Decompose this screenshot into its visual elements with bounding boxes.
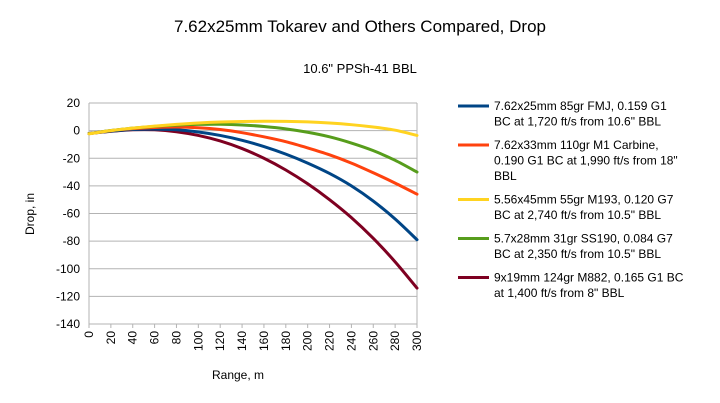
x-tick-label: 260 <box>366 331 380 351</box>
legend-label: 5.7x28mm 31gr SS190, 0.084 G7 <box>494 232 673 246</box>
legend-label: at 1,400 ft/s from 8" BBL <box>494 286 625 300</box>
legend-label: BC at 2,740 ft/s from 10.5" BBL <box>494 208 661 222</box>
legend-label: BC at 2,350 ft/s from 10.5" BBL <box>494 247 661 261</box>
x-tick-label: 240 <box>344 331 358 351</box>
x-tick-label: 180 <box>279 331 293 351</box>
x-tick-label: 120 <box>213 331 227 351</box>
y-tick-label: -20 <box>63 151 81 165</box>
x-tick-label: 20 <box>104 331 118 345</box>
series-line-3 <box>87 119 419 137</box>
chart-subtitle: 10.6" PPSh-41 BBL <box>303 61 417 76</box>
x-tick-label: 220 <box>323 331 337 351</box>
y-tick-label: -100 <box>56 262 80 276</box>
y-tick-label: -120 <box>56 289 80 303</box>
y-tick-label: -80 <box>63 234 81 248</box>
legend: 7.62x25mm 85gr FMJ, 0.159 G1 BC at 1,720 … <box>458 99 684 300</box>
y-tick-label: 0 <box>73 124 80 138</box>
series-line-2 <box>87 125 419 196</box>
legend-label: 7.62x33mm 110gr M1 Carbine, <box>494 138 659 152</box>
series-lines <box>87 119 419 290</box>
x-tick-label: 300 <box>410 331 424 351</box>
series-line-1 <box>87 127 419 242</box>
x-tick-label: 0 <box>82 331 96 338</box>
series-line-5 <box>87 128 419 290</box>
x-tick-label: 140 <box>235 331 249 351</box>
y-tick-label: 20 <box>67 96 81 110</box>
y-tick-label: -140 <box>56 317 80 331</box>
axes <box>88 103 418 328</box>
legend-entry-1: 7.62x25mm 85gr FMJ, 0.159 G1 BC at 1,720 … <box>458 99 667 129</box>
x-tick-label: 60 <box>148 331 162 345</box>
y-tick-labels: 20 0 -20 -40 -60 -80 -100 -120 -140 <box>56 96 80 331</box>
x-tick-label: 100 <box>191 331 205 351</box>
legend-label: 0.190 G1 BC at 1,990 ft/s from 18" <box>494 154 678 168</box>
legend-label: 7.62x25mm 85gr FMJ, 0.159 G1 <box>494 99 667 113</box>
legend-entry-2: 7.62x33mm 110gr M1 Carbine, 0.190 G1 BC a… <box>458 138 678 183</box>
y-axis-label: Drop, in <box>23 193 37 235</box>
legend-label: 9x19mm 124gr M882, 0.165 G1 BC <box>494 271 684 285</box>
x-tick-label: 40 <box>126 331 140 345</box>
y-tick-label: -60 <box>63 207 81 221</box>
x-tick-label: 280 <box>388 331 402 351</box>
y-tick-label: -40 <box>63 179 81 193</box>
x-tick-label: 200 <box>301 331 315 351</box>
legend-label: BBL <box>494 169 517 183</box>
chart-title: 7.62x25mm Tokarev and Others Compared, D… <box>174 17 546 36</box>
series-line-4 <box>87 122 419 174</box>
legend-label: BC at 1,720 ft/s from 10.6" BBL <box>494 115 661 129</box>
x-tick-labels: 0 20 40 60 80 100 120 140 160 180 200 220 240 260 280 3… <box>82 331 424 351</box>
x-axis-label: Range, m <box>212 368 264 382</box>
x-tick-label: 160 <box>257 331 271 351</box>
legend-label: 5.56x45mm 55gr M193, 0.120 G7 <box>494 193 674 207</box>
x-tick-label: 80 <box>169 331 183 345</box>
